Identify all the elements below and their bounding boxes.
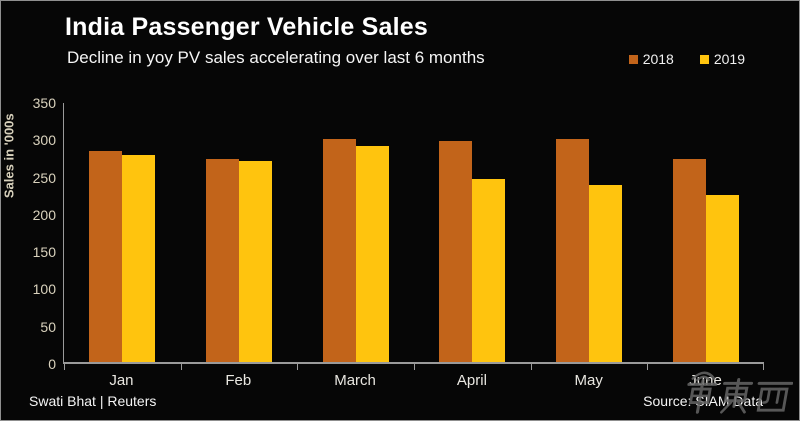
bar-2019-feb: [239, 160, 272, 362]
x-axis-tick: [647, 364, 649, 370]
legend-swatch-2019: [699, 54, 709, 64]
y-axis-labels: 0 50 100 150 200 250 300 350: [11, 96, 56, 371]
bar-2018-jan: [89, 151, 123, 362]
x-axis-labels: Jan Feb March April May June: [63, 372, 764, 389]
y-tick-label-350: 350: [32, 95, 56, 111]
x-tick-label-march: March: [334, 372, 376, 389]
bar-2018-june: [672, 159, 706, 362]
bar-2019-march: [355, 145, 389, 362]
x-tick-label-april: April: [456, 372, 487, 389]
legend-swatch-2018: [628, 54, 638, 64]
x-tick-label-jan: Jan: [109, 372, 134, 389]
y-tick-label-250: 250: [32, 169, 56, 186]
x-axis-tick: [64, 364, 65, 370]
bar-2019-may: [589, 185, 623, 362]
x-axis-tick: [414, 364, 415, 370]
y-tick-label-200: 200: [32, 206, 56, 223]
y-tick-label-0: 0: [48, 356, 56, 372]
x-tick-label-feb: Feb: [225, 372, 252, 389]
y-tick-label-50: 50: [40, 318, 56, 335]
x-axis-tick: [530, 364, 532, 370]
y-tick-label-150: 150: [32, 244, 56, 261]
y-tick-label-300: 300: [32, 132, 56, 149]
bar-2018-feb: [206, 158, 239, 362]
plot-area: [63, 103, 764, 370]
x-axis-tick: [763, 364, 764, 370]
x-axis-tick: [297, 364, 299, 370]
bar-2019-june: [705, 194, 739, 362]
x-axis-tick: [180, 364, 182, 370]
bar-group-jan: [64, 103, 181, 362]
bar-2019-jan: [122, 154, 156, 362]
legend-item-2019: 2019: [699, 51, 745, 67]
legend: 2018 2019: [628, 51, 745, 67]
bar-2019-april: [472, 179, 506, 362]
legend-item-2018: 2018: [628, 51, 674, 67]
bar-group-april: [414, 103, 531, 362]
bar-2018-april: [439, 141, 473, 362]
bar-2018-march: [322, 139, 356, 362]
bar-group-june: [647, 103, 764, 362]
bar-group-may: [531, 103, 648, 362]
bar-group-march: [297, 103, 414, 362]
x-tick-label-may: May: [574, 372, 603, 389]
chart-title: India Passenger Vehicle Sales: [65, 13, 428, 41]
y-tick-label-100: 100: [32, 281, 56, 298]
bar-2018-may: [556, 139, 590, 362]
legend-label-2018: 2018: [642, 51, 674, 67]
chart-subtitle: Decline in yoy PV sales accelerating ove…: [67, 48, 485, 67]
byline-credit: Swati Bhat | Reuters: [29, 393, 157, 409]
legend-label-2019: 2019: [713, 51, 745, 67]
watermark-logo: [687, 371, 793, 414]
bar-group-feb: [181, 103, 298, 362]
